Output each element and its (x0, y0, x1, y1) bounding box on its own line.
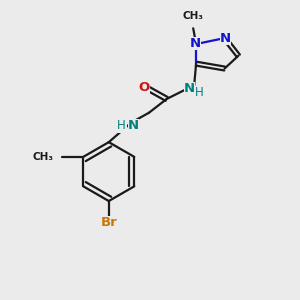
Text: Br: Br (100, 216, 117, 229)
Text: N: N (184, 82, 195, 95)
Text: N: N (190, 38, 201, 50)
Text: O: O (139, 81, 150, 94)
Text: H: H (117, 119, 126, 132)
Text: N: N (220, 32, 231, 45)
Text: H: H (195, 85, 203, 99)
Text: CH₃: CH₃ (183, 11, 204, 21)
Text: N: N (128, 119, 139, 132)
Text: CH₃: CH₃ (33, 152, 54, 162)
